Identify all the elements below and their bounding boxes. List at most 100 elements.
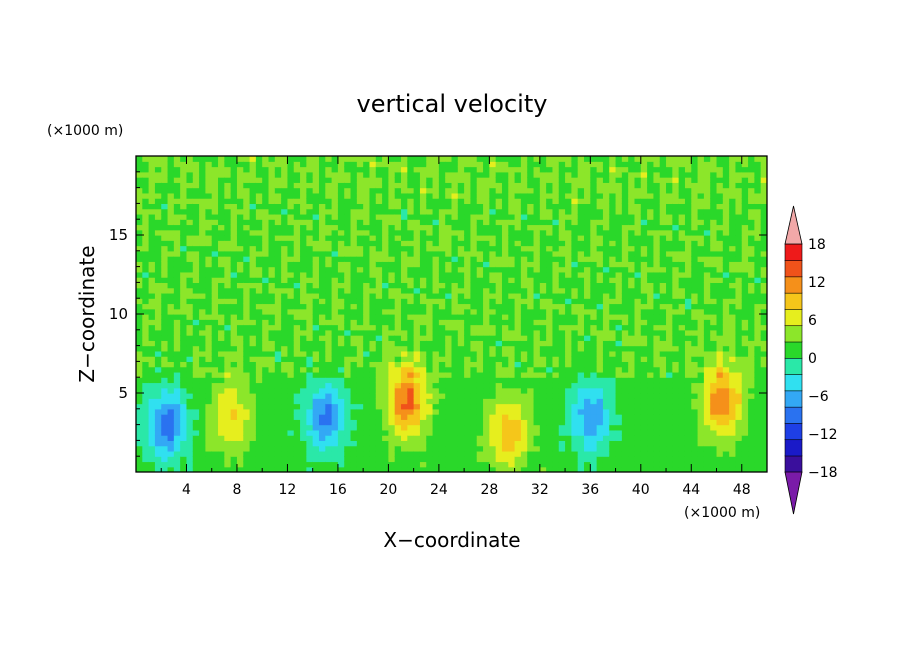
field-cell [249,308,257,315]
field-cell [287,408,295,415]
field-cell [426,456,434,463]
field-cell [634,314,642,320]
field-cell [306,171,314,178]
field-cell [148,403,156,410]
field-cell [514,177,522,183]
field-cell [199,382,207,389]
field-cell [653,303,661,310]
field-cell [483,414,490,420]
field-cell [577,350,585,357]
field-cell [520,308,528,315]
field-cell [647,213,655,220]
field-cell [596,229,604,236]
field-cell [577,403,585,410]
field-cell [255,419,263,426]
field-cell [501,308,509,315]
field-cell [287,213,295,220]
field-cell [457,161,465,168]
field-cell [306,298,314,305]
field-cell [161,187,169,194]
field-cell [647,266,655,273]
field-cell [653,461,661,468]
field-cell [501,177,509,183]
field-cell [571,466,579,472]
field-cell [451,366,459,373]
field-cell [451,324,459,331]
field-cell [274,440,282,447]
field-cell [230,256,238,262]
field-cell [325,408,333,415]
field-cell [369,398,377,405]
field-cell [571,350,579,357]
field-cell [552,324,560,331]
field-cell [432,266,440,273]
field-cell [407,340,415,347]
field-cell [533,461,541,468]
field-cell [457,371,465,378]
field-cell [363,156,371,162]
field-cell [186,340,194,347]
field-cell [464,398,472,405]
field-cell [464,356,472,362]
field-cell [501,156,509,162]
field-cell [602,350,610,357]
field-cell [470,213,478,220]
field-cell [438,271,446,278]
field-cell [300,235,307,241]
field-cell [306,166,314,173]
field-cell [426,314,434,320]
field-cell [218,340,225,347]
field-cell [318,161,326,168]
field-cell [199,229,207,236]
field-cell [186,350,194,357]
field-cell [382,424,389,431]
field-cell [527,356,535,362]
field-cell [180,240,188,247]
field-cell [445,314,453,320]
field-cell [287,161,295,168]
field-cell [552,450,560,457]
field-cell [659,440,667,447]
field-cell [218,350,225,357]
field-cell [419,166,427,173]
field-cell [394,261,402,268]
field-cell [300,208,307,215]
field-cell [211,192,219,199]
field-cell [199,203,207,210]
field-cell [142,235,150,241]
field-cell [445,440,453,447]
field-cell [407,271,415,278]
field-cell [293,408,301,415]
field-cell [628,382,636,389]
field-cell [161,277,169,283]
field-cell [199,319,207,326]
field-cell [558,377,566,384]
field-cell [457,213,465,220]
field-cell [154,414,162,420]
field-cell [375,335,383,341]
field-cell [483,219,490,226]
field-cell [243,166,251,173]
field-cell [306,398,314,405]
field-cell [211,235,219,241]
field-cell [571,356,579,362]
field-cell [501,403,509,410]
field-cell [584,387,591,394]
field-cell [445,192,453,199]
field-cell [577,256,585,262]
field-cell [142,408,150,415]
field-cell [565,466,572,472]
field-cell [501,271,509,278]
field-cell [628,456,636,463]
field-cell [180,161,188,168]
field-cell [337,287,345,294]
field-cell [325,424,333,431]
field-cell [224,198,232,204]
field-cell [432,261,440,268]
field-cell [451,345,459,352]
field-cell [546,298,554,305]
field-cell [167,382,175,389]
field-cell [218,282,225,289]
field-cell [571,345,579,352]
field-cell [167,450,175,457]
